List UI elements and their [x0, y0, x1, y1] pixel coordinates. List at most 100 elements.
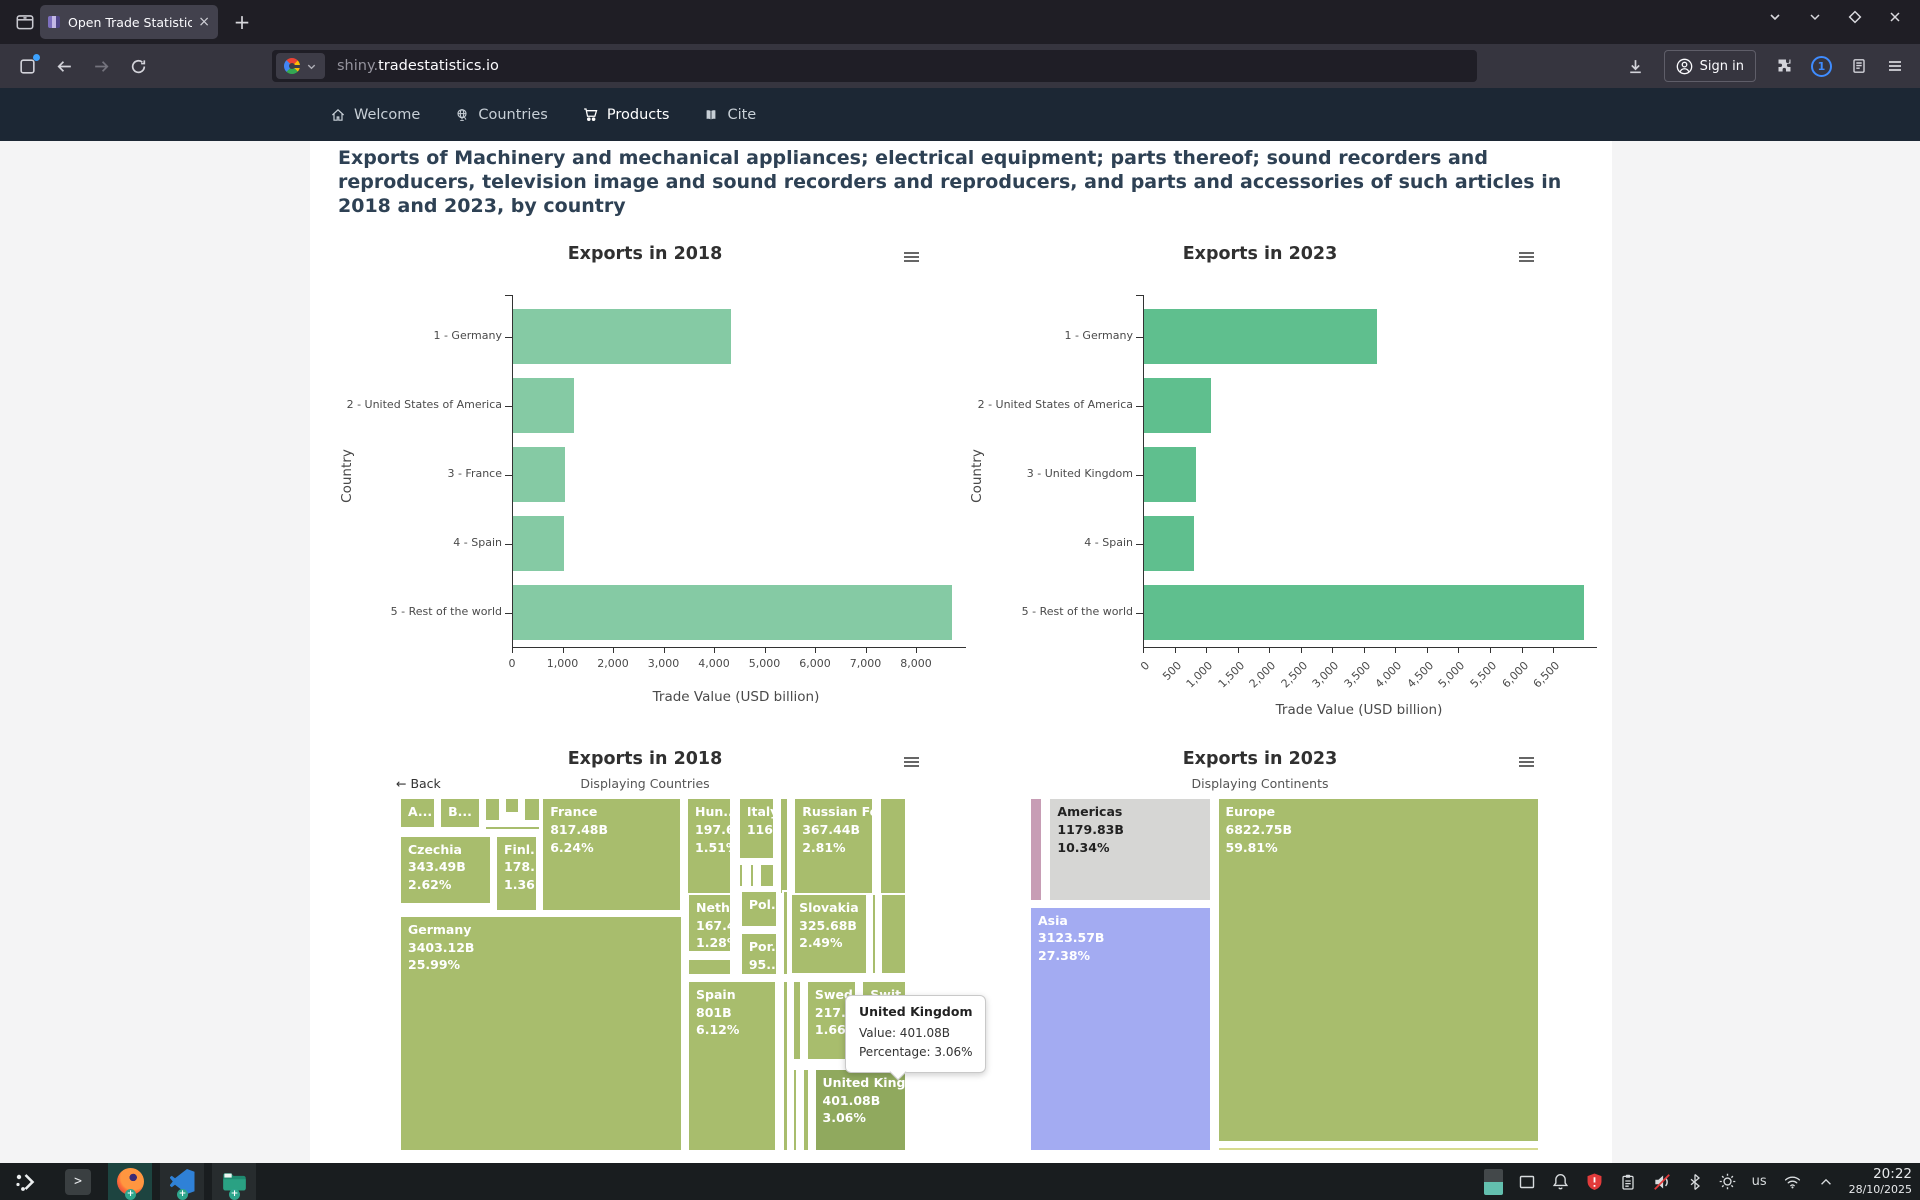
treemap-cell[interactable] — [782, 890, 789, 976]
chart-context-menu-icon[interactable] — [904, 757, 919, 769]
category-label: 4 - Spain — [1084, 535, 1133, 549]
reload-icon[interactable] — [129, 57, 148, 76]
app-launcher-button[interactable] — [4, 1163, 48, 1200]
treemap-cell-neth[interactable]: Neth...167.4...1.28% — [687, 892, 733, 954]
notifications-bell-icon[interactable] — [1551, 1172, 1570, 1191]
bar-4-spain[interactable] — [513, 516, 564, 571]
downloads-icon[interactable] — [1626, 57, 1645, 76]
treemap-cell[interactable] — [737, 863, 745, 888]
treemap-cell[interactable] — [792, 1067, 799, 1152]
volume-muted-icon[interactable] — [1652, 1172, 1672, 1192]
container-tab-icon[interactable] — [18, 53, 40, 76]
search-engine-chip[interactable] — [276, 53, 325, 79]
back-button[interactable]: ← Back — [396, 776, 441, 791]
chart-context-menu-icon[interactable] — [904, 252, 919, 264]
tooltip-title: United Kingdom — [859, 1004, 973, 1019]
treemap-cell-spain[interactable]: Spain 801B 6.12% — [687, 979, 777, 1152]
bar-4-spain[interactable] — [1144, 516, 1194, 571]
treemap-cell[interactable] — [483, 824, 542, 832]
firefox-task-button[interactable]: + — [108, 1163, 152, 1200]
chart-context-menu-icon[interactable] — [1519, 252, 1534, 264]
treemap-cell[interactable] — [782, 979, 789, 1152]
sign-in-button[interactable]: Sign in — [1663, 50, 1756, 82]
treemap-cell[interactable] — [483, 797, 502, 822]
treemap-cell-europe[interactable]: Europe 6822.75B 59.81% — [1216, 797, 1540, 1143]
treemap-cell-pol[interactable]: Pol... — [739, 890, 778, 929]
treemap-cell-americas[interactable]: Americas 1179.83B 10.34% — [1048, 797, 1212, 903]
treemap-cell-czechia[interactable]: Czechia 343.49B 2.62% — [399, 834, 492, 905]
vscode-task-button[interactable]: + — [160, 1163, 204, 1200]
category-label: 4 - Spain — [453, 535, 502, 549]
treemap-cell[interactable] — [749, 863, 756, 888]
clock[interactable]: 20:22 28/10/2025 — [1849, 1166, 1912, 1197]
nav-item-welcome[interactable]: Welcome — [330, 107, 420, 123]
tray-expand-icon[interactable] — [1818, 1174, 1834, 1190]
close-icon[interactable] — [1888, 10, 1902, 24]
chart-context-menu-icon[interactable] — [1519, 757, 1534, 769]
security-shield-icon[interactable] — [1585, 1172, 1604, 1191]
treemap-cell-asia[interactable]: Asia 3123.57B 27.38% — [1029, 905, 1212, 1152]
wifi-icon[interactable] — [1782, 1172, 1803, 1191]
minimize-icon[interactable] — [1808, 10, 1822, 24]
google-icon — [284, 58, 300, 74]
browser-tab[interactable]: Open Trade Statistics × — [40, 5, 218, 39]
night-color-icon[interactable] — [1718, 1172, 1737, 1191]
treemap-cell[interactable] — [878, 797, 907, 895]
bar-3-united-kingdom[interactable] — [1144, 447, 1196, 502]
terminal-button[interactable]: > — [56, 1163, 100, 1200]
treemap-cell[interactable] — [871, 892, 877, 975]
treemap-cell-germany[interactable]: Germany 3403.12B 25.99% — [399, 914, 683, 1152]
reader-sidebar-icon[interactable] — [1850, 57, 1868, 75]
bar-3-france[interactable] — [513, 447, 565, 502]
plot-area: 1 - Germany 2 - United States of America 3… — [945, 240, 1597, 740]
treemap-cell[interactable] — [758, 863, 775, 888]
treemap-cell-b[interactable]: B... — [439, 797, 481, 829]
bar-2-united-states-of-america[interactable] — [513, 378, 575, 433]
clipboard-icon[interactable] — [1619, 1173, 1637, 1191]
treemap-cell[interactable] — [687, 958, 733, 976]
bar-5-rest-of-the-world[interactable] — [1144, 585, 1585, 640]
extensions-icon[interactable] — [1775, 57, 1793, 75]
firefox-view-icon[interactable] — [14, 11, 36, 33]
back-icon[interactable] — [55, 57, 74, 76]
treemap-cell-hun[interactable]: Hun...197.6...1.51% — [686, 797, 733, 895]
show-desktop-icon[interactable] — [1518, 1173, 1536, 1191]
list-all-tabs-icon[interactable] — [1768, 10, 1782, 24]
treemap-cell-slovakia[interactable]: Slovakia 325.68B 2.49% — [790, 892, 868, 975]
bar-1-germany[interactable] — [513, 309, 731, 364]
treemap-cell-finl[interactable]: Finl...178....1.36... — [495, 834, 538, 913]
treemap-cell-por[interactable]: Por...95.... — [739, 931, 778, 976]
treemap-cell[interactable] — [1029, 797, 1044, 903]
bluetooth-icon[interactable] — [1687, 1173, 1703, 1191]
treemap-cell-italy[interactable]: Italy116.... — [737, 797, 775, 860]
treemap-cell[interactable] — [778, 797, 789, 895]
tab-close-icon[interactable]: × — [198, 14, 210, 30]
onepassword-icon[interactable]: 1 — [1811, 55, 1832, 77]
nav-item-countries[interactable]: Countries — [454, 107, 548, 123]
bar-1-germany[interactable] — [1144, 309, 1378, 364]
home-icon — [331, 108, 345, 121]
bar-5-rest-of-the-world[interactable] — [513, 585, 953, 640]
nav-item-cite[interactable]: Cite — [703, 107, 756, 123]
treemap-cell[interactable] — [523, 797, 542, 822]
treemap-cell[interactable] — [1216, 1146, 1540, 1152]
new-tab-button[interactable]: + — [233, 10, 251, 34]
color-widget-icon[interactable] — [1483, 1168, 1503, 1195]
treemap-cell[interactable] — [792, 979, 803, 1061]
treemap-cell-a[interactable]: A... — [399, 797, 437, 829]
maximize-icon[interactable] — [1848, 10, 1862, 24]
treemap-cell[interactable] — [504, 797, 521, 815]
bar-2-united-states-of-america[interactable] — [1144, 378, 1211, 433]
nav-item-products[interactable]: Products — [582, 106, 669, 123]
hamburger-menu-icon[interactable] — [1886, 57, 1904, 75]
forward-icon[interactable] — [92, 57, 111, 76]
site-favicon — [48, 16, 60, 28]
url-bar[interactable]: shiny.tradestatistics.io — [272, 50, 1477, 82]
treemap-cell-france[interactable]: France 817.48B 6.24% — [541, 797, 683, 913]
files-task-button[interactable]: + — [212, 1163, 256, 1200]
treemap-cell[interactable] — [801, 1067, 810, 1152]
keyboard-layout[interactable]: us — [1751, 1174, 1767, 1189]
treemap-cell[interactable] — [880, 892, 907, 975]
